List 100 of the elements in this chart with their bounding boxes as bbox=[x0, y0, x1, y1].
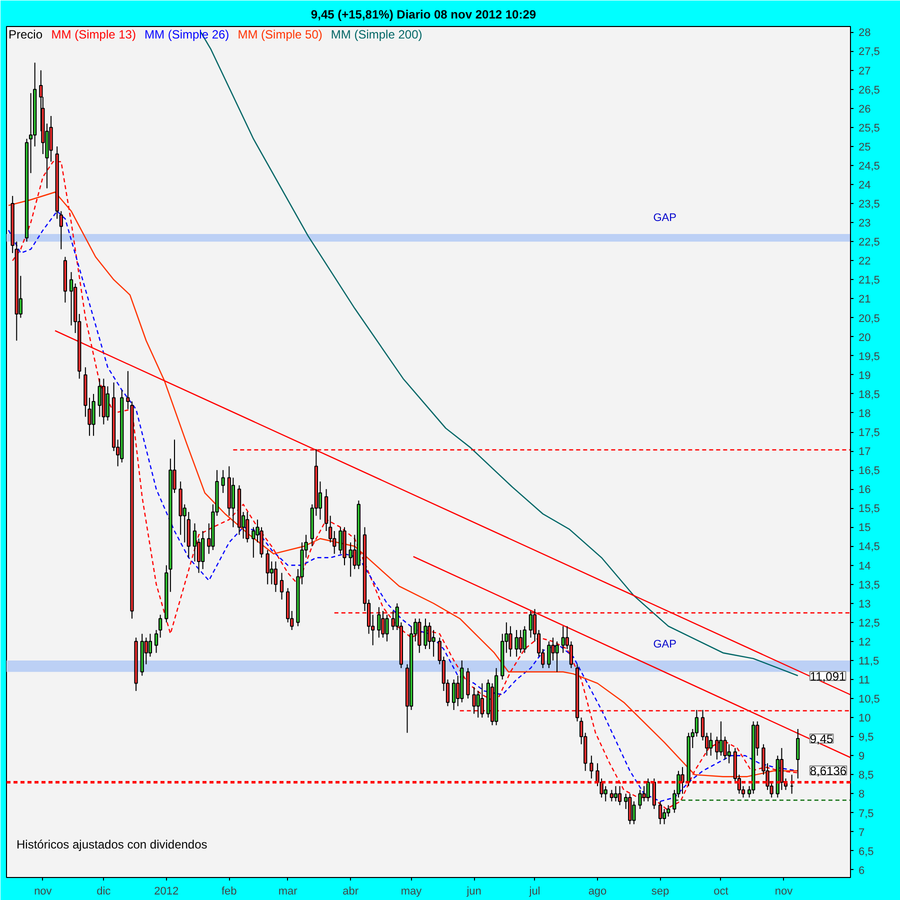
candlestick bbox=[508, 626, 512, 658]
candlestick bbox=[561, 626, 565, 654]
y-tick-label: 25,5 bbox=[858, 122, 880, 134]
annotation: Históricos ajustados con dividendos bbox=[16, 838, 208, 852]
candlestick bbox=[796, 728, 800, 779]
candlestick bbox=[274, 560, 278, 592]
candlestick bbox=[154, 630, 158, 654]
y-tick-label: 12 bbox=[858, 636, 871, 648]
candlestick bbox=[632, 800, 636, 825]
candlestick bbox=[555, 640, 559, 672]
x-tick-label: ago bbox=[588, 886, 607, 898]
candlestick bbox=[719, 720, 723, 756]
candlestick bbox=[614, 786, 618, 802]
y-tick-label: 26,5 bbox=[858, 84, 880, 96]
x-tick-label: nov bbox=[34, 886, 52, 898]
x-tick-label: jun bbox=[466, 886, 482, 898]
x-tick-label: feb bbox=[221, 886, 237, 898]
candlestick bbox=[694, 709, 698, 738]
candlestick bbox=[604, 786, 608, 802]
candlestick bbox=[106, 386, 110, 422]
x-tick-label: oct bbox=[714, 886, 728, 898]
candlestick bbox=[192, 522, 197, 562]
band-label: GAP bbox=[653, 638, 676, 650]
candlestick bbox=[391, 610, 395, 631]
candlestick bbox=[98, 378, 102, 418]
candlestick bbox=[432, 630, 436, 658]
y-tick-label: 14 bbox=[858, 560, 871, 572]
y-tick-label: 20 bbox=[858, 332, 871, 344]
candlestick bbox=[472, 686, 476, 714]
y-tick-label: 8 bbox=[858, 788, 865, 801]
candlestick bbox=[547, 640, 551, 669]
y-tick-label: 10 bbox=[858, 712, 871, 725]
y-tick-label: 27 bbox=[858, 65, 871, 78]
candlestick bbox=[518, 630, 522, 654]
candlestick bbox=[348, 542, 352, 578]
y-tick-label: 28 bbox=[858, 27, 871, 40]
annotation: 8,6136 bbox=[810, 764, 847, 778]
annotation: 11,091 bbox=[810, 670, 846, 684]
y-tick-label: 18,5 bbox=[858, 388, 880, 401]
candlestick bbox=[280, 572, 284, 600]
candlestick bbox=[727, 744, 731, 764]
text: MM (Simple 50) bbox=[238, 28, 322, 42]
y-tick-label: 16,5 bbox=[858, 465, 880, 478]
candlestick bbox=[28, 92, 33, 174]
y-tick-label: 17 bbox=[858, 446, 871, 458]
y-tick-label: 15 bbox=[858, 522, 871, 534]
y-tick-label: 20,5 bbox=[858, 312, 880, 325]
y-tick-label: 13 bbox=[858, 598, 871, 610]
y-tick-label: 19 bbox=[858, 370, 871, 382]
x-tick-label: abr bbox=[342, 886, 359, 898]
y-tick-label: 24 bbox=[858, 180, 871, 192]
candlestick bbox=[528, 610, 533, 638]
candlestick bbox=[385, 614, 389, 642]
candlestick bbox=[69, 272, 74, 326]
y-tick-label: 7,5 bbox=[858, 808, 874, 820]
y-tick-label: 18 bbox=[858, 408, 871, 420]
y-tick-label: 17,5 bbox=[858, 427, 880, 440]
y-tick-label: 23 bbox=[858, 218, 871, 230]
text: MM (Simple 13) bbox=[51, 28, 136, 42]
candlestick bbox=[480, 682, 484, 718]
y-tick-label: 21,5 bbox=[858, 274, 880, 287]
candlestick bbox=[610, 789, 614, 802]
annotation: 9,45 bbox=[810, 732, 834, 746]
y-tick-label: 27,5 bbox=[858, 46, 880, 58]
candlestick bbox=[590, 755, 594, 779]
x-tick-label: nov bbox=[774, 886, 794, 898]
candlestick bbox=[201, 530, 205, 570]
candlestick bbox=[780, 748, 784, 790]
candlestick bbox=[338, 526, 342, 554]
y-tick-label: 15,5 bbox=[858, 503, 880, 516]
candlestick bbox=[569, 640, 574, 669]
candlestick bbox=[514, 630, 518, 658]
y-tick-label: 11 bbox=[858, 674, 870, 687]
candlestick bbox=[715, 736, 719, 760]
candlestick bbox=[662, 808, 666, 825]
y-tick-label: 6,5 bbox=[858, 846, 874, 858]
candlestick bbox=[418, 618, 422, 654]
y-tick-label: 6 bbox=[858, 864, 865, 877]
chart-title: 9,45 (+15,81%) Diario 08 nov 2012 10:29 bbox=[310, 8, 536, 22]
x-tick-label: mar bbox=[278, 886, 298, 898]
candlestick bbox=[266, 550, 270, 585]
candlestick bbox=[628, 793, 632, 825]
y-tick-label: 7 bbox=[858, 826, 865, 839]
candlestick bbox=[466, 668, 470, 700]
y-tick-label: 10,5 bbox=[858, 694, 880, 706]
y-tick-label: 9 bbox=[858, 750, 865, 763]
candlestick bbox=[158, 614, 162, 638]
x-tick-label: 2012 bbox=[154, 886, 179, 898]
candlestick bbox=[638, 789, 642, 810]
x-tick-label: sep bbox=[651, 886, 670, 898]
candlestick bbox=[252, 526, 256, 558]
candlestick bbox=[618, 786, 622, 806]
y-tick-label: 25 bbox=[858, 141, 871, 154]
y-tick-label: 26 bbox=[858, 103, 871, 116]
candlestick bbox=[658, 800, 662, 825]
y-tick-label: 22,5 bbox=[858, 236, 880, 249]
candlestick bbox=[377, 606, 381, 638]
x-tick-label: may bbox=[400, 886, 422, 898]
candlestick bbox=[709, 732, 713, 756]
candlestick bbox=[551, 637, 555, 661]
